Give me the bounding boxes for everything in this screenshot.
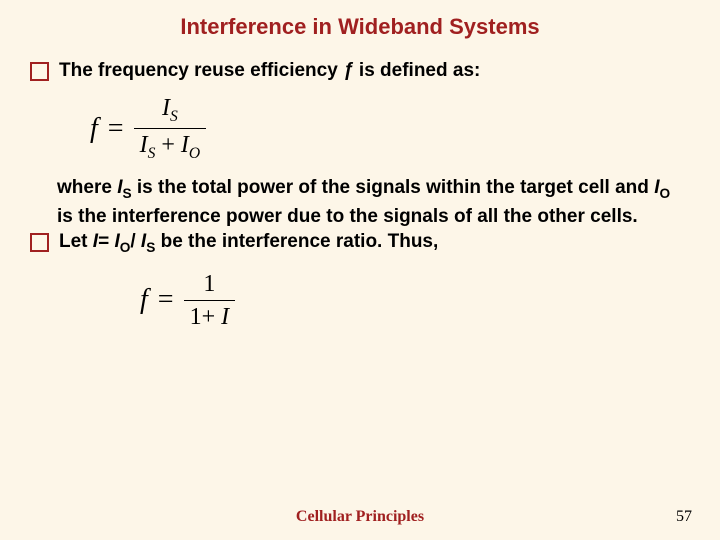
explanation-text: where IS is the total power of the signa…: [30, 175, 690, 229]
eq2-lhs: f: [140, 281, 148, 319]
eq1-den-r-base: I: [181, 132, 189, 158]
b2-IS-sub: S: [146, 240, 155, 255]
eq1-num-base: I: [162, 95, 170, 121]
eq2-den-right: I: [221, 304, 229, 330]
exp-pre: where: [57, 177, 117, 198]
equation-1: f = IS IS + IO: [30, 94, 690, 164]
eq1-den-l-base: I: [140, 132, 148, 158]
eq2-den-left: 1: [190, 304, 202, 330]
bullet-2: Let I= IO/ IS be the interference ratio.…: [30, 229, 690, 257]
eq1-fraction: IS IS + IO: [134, 94, 207, 164]
content-area: The frequency reuse efficiency ƒ is defi…: [0, 58, 720, 331]
exp-IS-sub: S: [122, 186, 131, 201]
b2-eq: =: [98, 231, 114, 252]
equation-2: f = 1 1+ I: [30, 270, 690, 331]
exp-mid2: is the interference power due to the sig…: [57, 206, 638, 227]
b1-var: ƒ: [343, 60, 354, 81]
b1-pre: The frequency reuse efficiency: [59, 60, 343, 81]
slide-title: Interference in Wideband Systems: [0, 0, 720, 58]
bullet-1-text: The frequency reuse efficiency ƒ is defi…: [59, 58, 690, 84]
eq1-den-plus: +: [161, 132, 175, 158]
square-bullet-icon: [30, 62, 49, 81]
fraction-bar-icon: [134, 128, 207, 129]
eq2-den: 1+ I: [184, 303, 236, 331]
eq1-den: IS + IO: [134, 131, 207, 163]
bullet-1: The frequency reuse efficiency ƒ is defi…: [30, 58, 690, 84]
b2-IO-sub: O: [120, 240, 131, 255]
eq2-den-plus: +: [202, 304, 216, 330]
eq1-den-l-sub: S: [148, 145, 156, 162]
exp-mid1: is the total power of the signals within…: [132, 177, 655, 198]
footer-title: Cellular Principles: [0, 508, 720, 526]
bullet-2-text: Let I= IO/ IS be the interference ratio.…: [59, 229, 690, 257]
eq1-num: IS: [156, 94, 184, 126]
b2-slash: /: [130, 231, 141, 252]
eq1-lhs: f: [90, 110, 98, 148]
eq2-num: 1: [197, 270, 221, 298]
square-bullet-icon: [30, 233, 49, 252]
b2-pre: Let: [59, 231, 93, 252]
fraction-bar-icon: [184, 300, 236, 301]
b2-post: be the interference ratio. Thus,: [155, 231, 438, 252]
eq1-num-sub: S: [170, 107, 178, 124]
b1-post: is defined as:: [354, 60, 481, 81]
eq2-equals: =: [158, 281, 174, 319]
eq1-equals: =: [108, 110, 124, 148]
eq2-fraction: 1 1+ I: [184, 270, 236, 331]
exp-IO-sub: O: [659, 186, 670, 201]
eq1-den-r-sub: O: [189, 145, 200, 162]
page-number: 57: [676, 508, 692, 526]
